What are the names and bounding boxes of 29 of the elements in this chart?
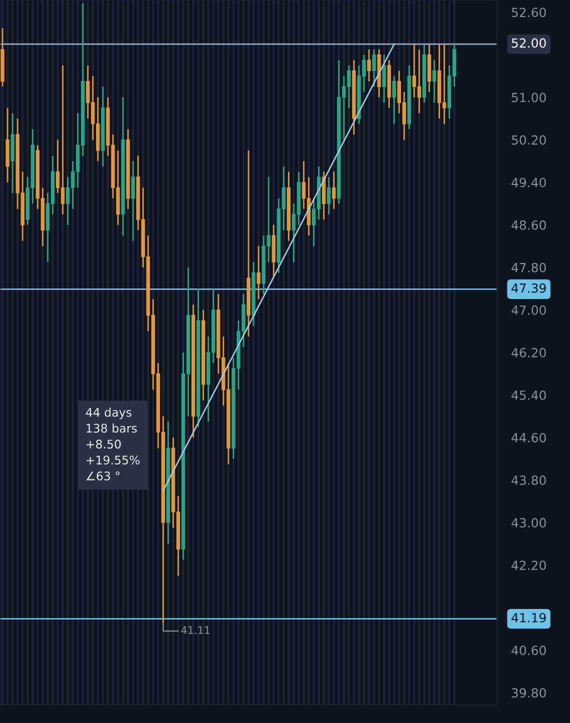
y-tick-label: 39.80: [512, 688, 546, 698]
y-tick-label: 49.40: [512, 178, 546, 188]
y-tick-label: 44.60: [512, 432, 546, 442]
annotation: 44 days 138 bars +8.50 +19.55% ∠63 °: [86, 408, 140, 480]
y-tick-label: 45.40: [512, 390, 546, 400]
y-tick-label: 52.60: [512, 8, 546, 18]
candlestick: [432, 59, 436, 104]
y-tick-label: 42.20: [512, 560, 546, 570]
candlestick: [332, 171, 336, 210]
y-tick-label: 47.00: [512, 305, 546, 315]
candlestick: [256, 245, 260, 300]
candlestick: [367, 48, 371, 82]
candlestick: [392, 75, 396, 125]
candlestick: [372, 48, 376, 88]
y-tick-label: 50.20: [512, 135, 546, 145]
y-tick-label: 46.20: [512, 348, 546, 358]
annotation: 41.11: [181, 626, 210, 634]
y-tick-label: 48.60: [512, 220, 546, 230]
ref-line-label: 52.00: [512, 38, 546, 48]
candlestick: [131, 160, 135, 242]
ref-line-label: 41.19: [512, 612, 546, 622]
ref-line-label: 47.39: [512, 283, 546, 293]
y-tick-label: 47.80: [512, 262, 546, 272]
y-tick-label: 43.00: [512, 518, 546, 528]
candlestick: [382, 54, 386, 104]
y-tick-label: 43.80: [512, 476, 546, 485]
y-tick-label: 40.60: [512, 646, 546, 656]
candlestick: [326, 176, 331, 215]
y-tick-label: 51.00: [512, 92, 546, 102]
